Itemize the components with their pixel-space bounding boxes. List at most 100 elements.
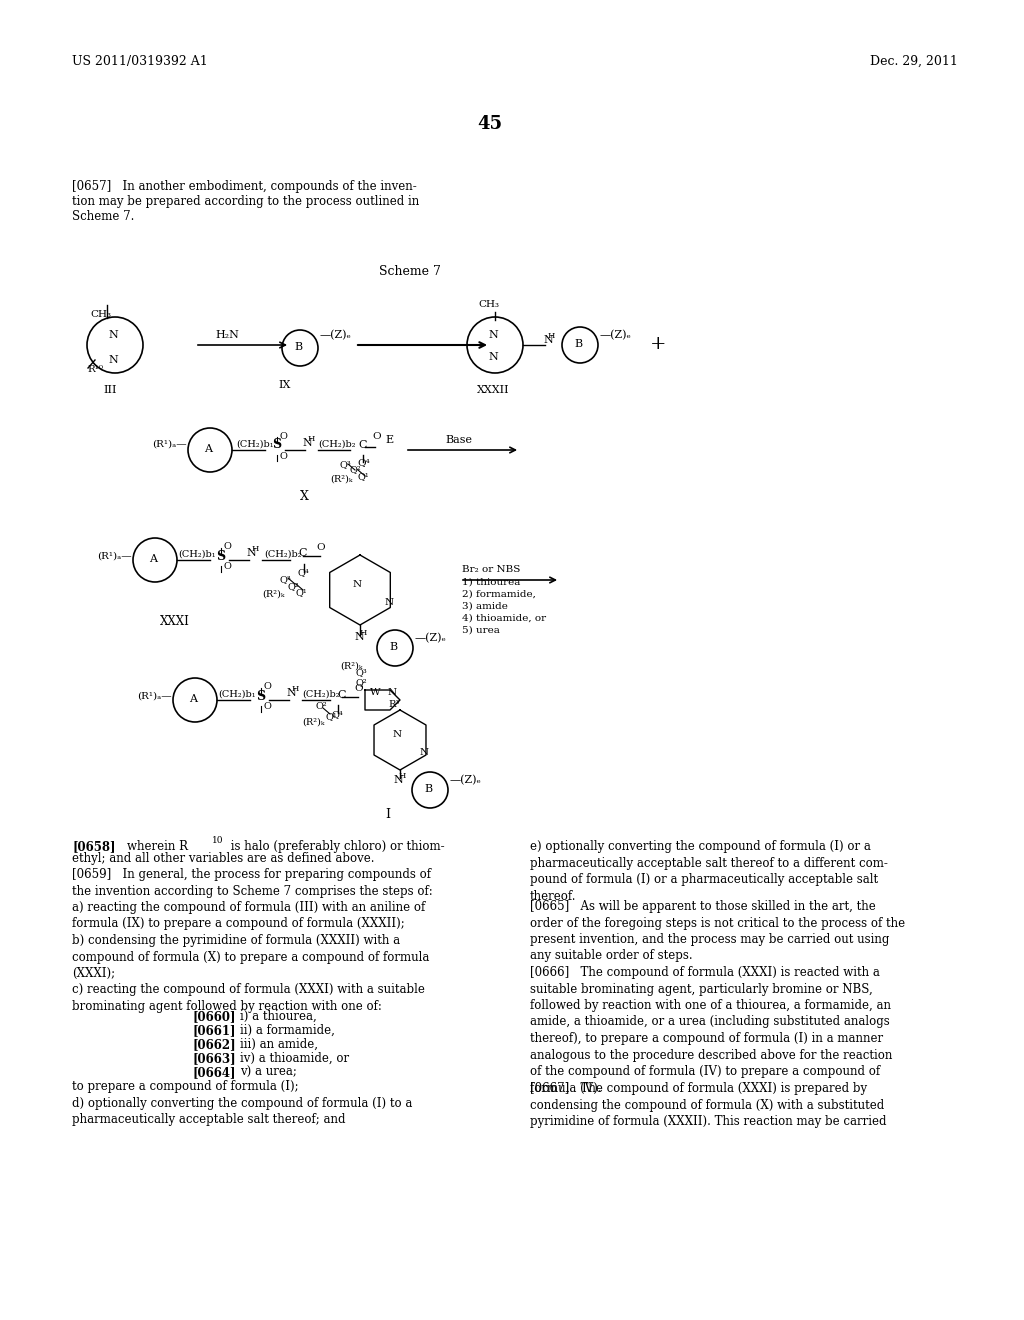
Text: X: X bbox=[300, 490, 309, 503]
Text: (R²)ₖ: (R²)ₖ bbox=[340, 663, 362, 671]
Text: Q⁴: Q⁴ bbox=[357, 458, 370, 467]
Text: CH₃: CH₃ bbox=[90, 310, 111, 319]
Text: [0658]: [0658] bbox=[72, 840, 116, 853]
Text: N: N bbox=[354, 632, 364, 642]
Text: 1) thiourea: 1) thiourea bbox=[462, 578, 520, 587]
Text: is halo (preferably chloro) or thiom-: is halo (preferably chloro) or thiom- bbox=[227, 840, 444, 853]
Text: CH₃: CH₃ bbox=[478, 300, 499, 309]
Text: XXXI: XXXI bbox=[160, 615, 189, 628]
Text: N: N bbox=[108, 355, 118, 366]
Text: R³: R³ bbox=[388, 700, 399, 709]
Text: (R²)ₖ: (R²)ₖ bbox=[330, 475, 352, 484]
Text: [0661]: [0661] bbox=[193, 1024, 236, 1038]
Text: H: H bbox=[360, 630, 368, 638]
Text: 10: 10 bbox=[212, 836, 223, 845]
Text: H₂N: H₂N bbox=[215, 330, 239, 341]
Text: S: S bbox=[216, 550, 225, 564]
Text: N: N bbox=[302, 438, 311, 447]
Text: iv) a thioamide, or: iv) a thioamide, or bbox=[240, 1052, 349, 1065]
Text: (R¹)ₐ—: (R¹)ₐ— bbox=[137, 692, 172, 701]
Text: —(Z)ₑ: —(Z)ₑ bbox=[450, 775, 482, 785]
Text: [0659]   In general, the process for preparing compounds of
the invention accord: [0659] In general, the process for prepa… bbox=[72, 869, 433, 1012]
Text: N: N bbox=[393, 730, 402, 739]
Text: (R²)ₖ: (R²)ₖ bbox=[262, 590, 285, 599]
Text: N: N bbox=[388, 688, 397, 697]
Text: H: H bbox=[399, 772, 407, 780]
Text: N: N bbox=[353, 579, 362, 589]
Text: B: B bbox=[424, 784, 432, 795]
Text: W: W bbox=[370, 688, 381, 697]
Text: (CH₂)b₁: (CH₂)b₁ bbox=[178, 550, 216, 558]
Text: [0664]: [0664] bbox=[193, 1067, 236, 1078]
Text: +: + bbox=[650, 335, 667, 352]
Text: N: N bbox=[543, 335, 553, 345]
Text: R¹⁰: R¹⁰ bbox=[87, 366, 103, 374]
Text: 2) formamide,: 2) formamide, bbox=[462, 590, 536, 599]
Text: (CH₂)b₁: (CH₂)b₁ bbox=[236, 440, 273, 449]
Text: Q¹: Q¹ bbox=[296, 587, 308, 597]
Text: Q⁴: Q⁴ bbox=[298, 568, 309, 577]
Text: H: H bbox=[292, 685, 299, 693]
Text: N: N bbox=[246, 548, 256, 558]
Text: III: III bbox=[103, 385, 117, 395]
Text: O: O bbox=[316, 543, 325, 552]
Text: e) optionally converting the compound of formula (I) or a
pharmaceutically accep: e) optionally converting the compound of… bbox=[530, 840, 888, 903]
Text: Scheme 7: Scheme 7 bbox=[379, 265, 441, 279]
Text: N: N bbox=[488, 352, 498, 362]
Text: A: A bbox=[204, 444, 212, 454]
Text: 4) thioamide, or: 4) thioamide, or bbox=[462, 614, 546, 623]
Text: B: B bbox=[574, 339, 582, 348]
Text: N: N bbox=[393, 775, 402, 785]
Text: 3) amide: 3) amide bbox=[462, 602, 508, 611]
Text: v) a urea;: v) a urea; bbox=[240, 1067, 297, 1078]
Text: N: N bbox=[385, 598, 394, 607]
Text: ii) a formamide,: ii) a formamide, bbox=[240, 1024, 335, 1038]
Text: O: O bbox=[354, 684, 362, 693]
Text: (CH₂)b₂: (CH₂)b₂ bbox=[318, 440, 355, 449]
Text: N: N bbox=[488, 330, 498, 341]
Text: [0665]   As will be apparent to those skilled in the art, the
order of the foreg: [0665] As will be apparent to those skil… bbox=[530, 900, 905, 962]
Text: 5) urea: 5) urea bbox=[462, 626, 500, 635]
Text: Q¹: Q¹ bbox=[358, 473, 370, 480]
Text: C: C bbox=[298, 548, 306, 558]
Text: O²: O² bbox=[316, 702, 328, 711]
Text: C: C bbox=[337, 690, 345, 700]
Text: O: O bbox=[264, 702, 272, 711]
Text: E: E bbox=[385, 436, 393, 445]
Text: O: O bbox=[280, 451, 288, 461]
Text: Q⁴: Q⁴ bbox=[332, 710, 344, 719]
Text: N: N bbox=[286, 688, 296, 698]
Text: A: A bbox=[150, 554, 157, 564]
Text: (R¹)ₐ—: (R¹)ₐ— bbox=[97, 552, 132, 561]
Text: Dec. 29, 2011: Dec. 29, 2011 bbox=[870, 55, 957, 69]
Text: Q²: Q² bbox=[355, 678, 367, 686]
Text: N: N bbox=[108, 330, 118, 341]
Text: wherein R: wherein R bbox=[127, 840, 188, 853]
Text: —(Z)ₑ: —(Z)ₑ bbox=[319, 330, 352, 341]
Text: XXXII: XXXII bbox=[477, 385, 510, 395]
Text: iii) an amide,: iii) an amide, bbox=[240, 1038, 318, 1051]
Text: [0657]   In another embodiment, compounds of the inven-
tion may be prepared acc: [0657] In another embodiment, compounds … bbox=[72, 180, 419, 223]
Text: to prepare a compound of formula (I);
d) optionally converting the compound of f: to prepare a compound of formula (I); d)… bbox=[72, 1080, 413, 1126]
Text: O: O bbox=[224, 562, 231, 572]
Text: Q³: Q³ bbox=[340, 459, 352, 469]
Text: Q³: Q³ bbox=[280, 576, 292, 583]
Text: B: B bbox=[294, 342, 302, 352]
Text: N: N bbox=[420, 748, 429, 756]
Text: ethyl; and all other variables are as defined above.: ethyl; and all other variables are as de… bbox=[72, 851, 375, 865]
Text: H: H bbox=[548, 333, 555, 341]
Text: Br₂ or NBS: Br₂ or NBS bbox=[462, 565, 520, 574]
Text: H: H bbox=[252, 545, 259, 553]
Text: Q²: Q² bbox=[350, 465, 361, 474]
Text: S: S bbox=[256, 690, 265, 704]
Text: A: A bbox=[189, 694, 197, 704]
Text: I: I bbox=[385, 808, 390, 821]
Text: [0662]: [0662] bbox=[193, 1038, 236, 1051]
Text: [0663]: [0663] bbox=[193, 1052, 236, 1065]
Text: US 2011/0319392 A1: US 2011/0319392 A1 bbox=[72, 55, 208, 69]
Text: O: O bbox=[280, 432, 288, 441]
Text: Q³: Q³ bbox=[355, 668, 367, 677]
Text: 45: 45 bbox=[477, 115, 503, 133]
Text: C: C bbox=[358, 440, 367, 450]
Text: O: O bbox=[372, 432, 381, 441]
